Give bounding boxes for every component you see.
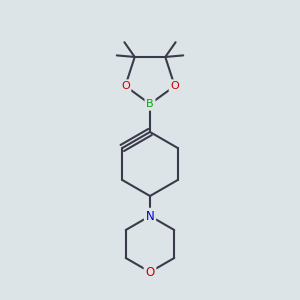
Text: B: B [146, 99, 154, 109]
Text: O: O [170, 81, 179, 91]
Text: O: O [121, 81, 130, 91]
Text: O: O [146, 266, 154, 278]
Text: N: N [146, 209, 154, 223]
